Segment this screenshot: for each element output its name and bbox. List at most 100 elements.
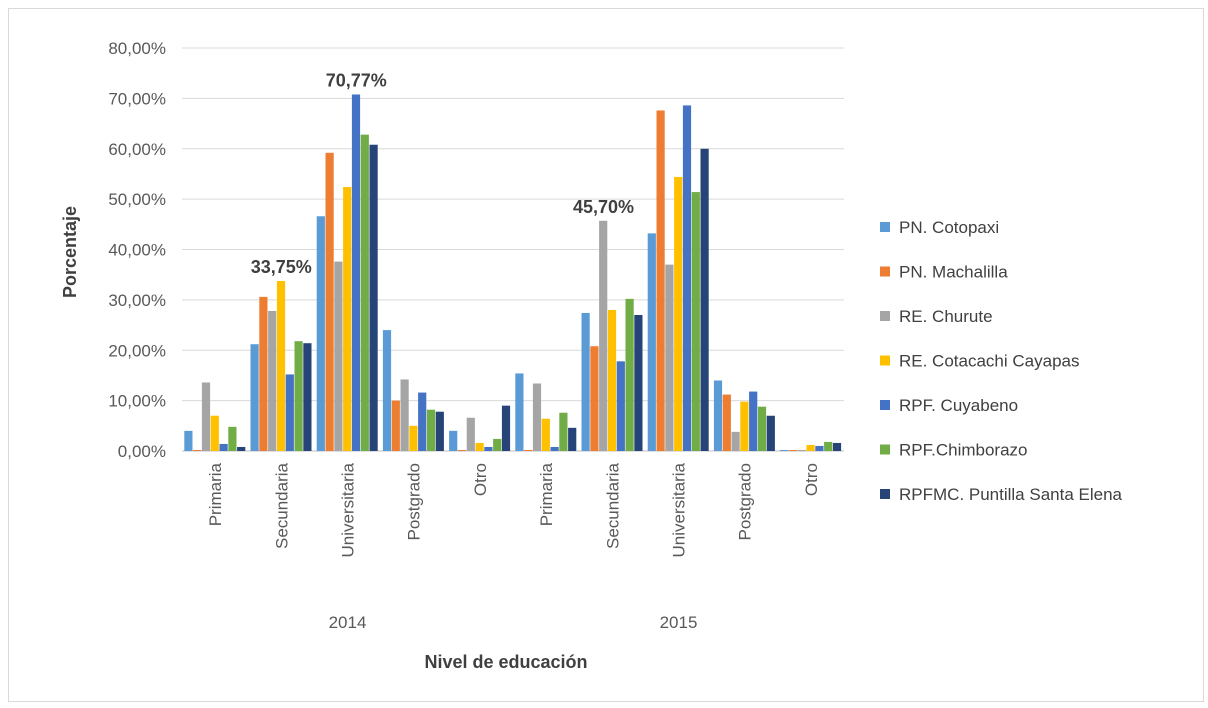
bar [219, 443, 228, 451]
legend-label: RPFMC. Puntilla Santa Elena [899, 485, 1123, 504]
legend-swatch [880, 489, 890, 499]
bar [334, 261, 343, 451]
bar [400, 379, 409, 451]
y-tick-label: 70,00% [108, 89, 166, 108]
bar [325, 152, 334, 451]
y-axis-title: Porcentaje [60, 206, 80, 298]
bar [409, 425, 418, 451]
x-group-label: 2015 [660, 613, 698, 632]
bar [303, 343, 312, 451]
bar [515, 373, 524, 451]
y-tick-label: 50,00% [108, 190, 166, 209]
legend-label: RE. Cotacachi Cayapas [899, 352, 1079, 371]
bar [449, 430, 458, 451]
x-tick-label: Primaria [537, 462, 556, 526]
bar [360, 134, 369, 451]
legend-swatch [880, 400, 890, 410]
y-axis-ticks: 0,00% 10,00% 20,00% 30,00% 40,00% 50,00% 60,00… [108, 39, 166, 461]
bar [250, 344, 259, 451]
bar [766, 415, 775, 451]
x-tick-label: Primaria [206, 462, 225, 526]
x-tick-label: Postgrado [736, 463, 755, 541]
bar [749, 391, 758, 451]
bar [647, 233, 656, 451]
bar [806, 444, 815, 451]
y-tick-label: 20,00% [108, 341, 166, 360]
x-tick-label: Secundaria [603, 462, 622, 549]
bar [418, 392, 427, 451]
bar [780, 449, 789, 451]
x-tick-label: Otro [471, 463, 490, 496]
bar [501, 405, 511, 451]
bar [740, 401, 749, 451]
x-axis-ticks: Primaria Secundaria Universitaria Postgrado… [206, 462, 821, 632]
bar [475, 442, 484, 451]
annotations: 33,75% 70,77% 45,70% [251, 70, 634, 276]
bar [713, 380, 723, 451]
bar [382, 330, 392, 451]
bar [466, 417, 475, 451]
bar [815, 445, 824, 451]
bar [294, 341, 303, 451]
bar [276, 280, 286, 451]
bar [343, 187, 352, 451]
bar [634, 314, 643, 451]
x-axis-title: Nivel de educación [424, 652, 587, 672]
data-label: 45,70% [573, 197, 634, 217]
y-tick-label: 30,00% [108, 291, 166, 310]
bar [691, 192, 700, 451]
x-tick-label: Otro [802, 463, 821, 496]
bar [656, 110, 665, 451]
bar [625, 298, 634, 451]
bar [757, 406, 767, 451]
bar [550, 446, 559, 451]
bar [228, 426, 237, 451]
x-tick-label: Secundaria [272, 462, 291, 549]
bar [351, 94, 361, 451]
y-tick-label: 40,00% [108, 241, 166, 260]
y-tick-label: 60,00% [108, 140, 166, 159]
y-tick-label: 10,00% [108, 392, 166, 411]
bar [541, 418, 550, 451]
bar [532, 383, 542, 451]
bar [665, 264, 674, 451]
legend-swatch [880, 444, 890, 455]
x-group-label: 2014 [329, 613, 367, 632]
bar [457, 449, 467, 451]
bar [797, 449, 806, 451]
legend-label: RPF. Cuyabeno [899, 396, 1018, 415]
bar [426, 409, 436, 451]
x-tick-label: Universitaria [339, 462, 358, 557]
bar [268, 310, 277, 451]
bar [435, 411, 444, 451]
x-tick-label: Postgrado [405, 463, 424, 541]
bar [484, 446, 493, 451]
bar [674, 176, 683, 451]
bar [824, 441, 833, 451]
x-tick-label: Universitaria [670, 462, 689, 557]
bar [201, 382, 211, 451]
bar [259, 296, 268, 451]
bar [788, 449, 798, 451]
bar [568, 427, 577, 451]
bar [590, 346, 599, 451]
bar [722, 394, 731, 451]
bar [607, 309, 617, 451]
y-tick-label: 0,00% [118, 442, 166, 461]
bar [524, 449, 533, 451]
bar [369, 144, 378, 451]
bar [237, 446, 246, 451]
legend-label: RPF.Chimborazo [899, 441, 1028, 460]
bar [193, 449, 202, 451]
data-label: 33,75% [251, 257, 312, 277]
bar [316, 216, 325, 451]
data-label: 70,77% [326, 70, 387, 90]
legend-swatch [880, 355, 890, 366]
y-tick-label: 80,00% [108, 39, 166, 58]
bar [682, 105, 692, 452]
bars [184, 94, 842, 452]
bar [832, 442, 842, 451]
bar [731, 431, 740, 451]
legend-label: RE. Churute [899, 307, 993, 326]
legend-swatch [880, 311, 890, 321]
